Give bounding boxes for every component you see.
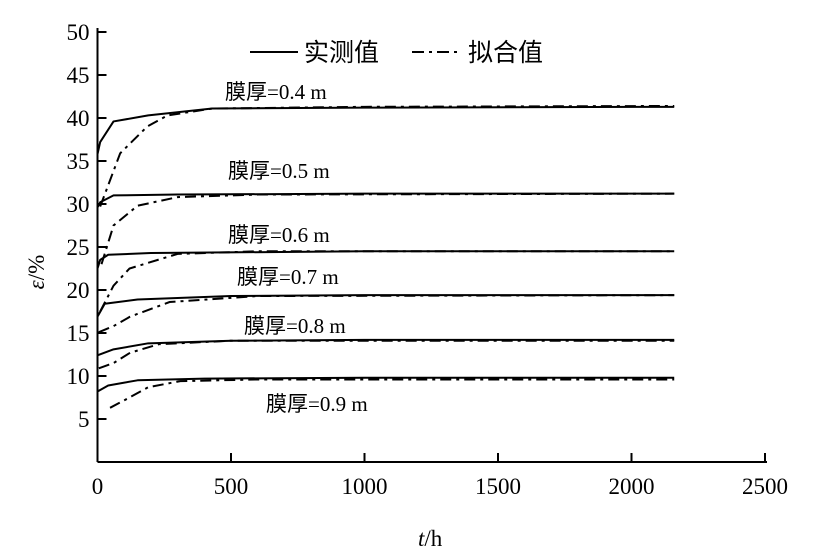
fitted-line-5 [98,339,675,370]
fitted-line-3 [99,250,675,312]
y-tick-label: 50 [67,20,90,45]
fitted-line-4 [98,294,675,334]
series-label: 膜厚=0.9 m [266,392,368,416]
measured-line-6 [97,376,675,393]
series-lines [96,104,675,409]
measured-line-2 [96,192,675,208]
y-tick-label: 40 [67,106,90,131]
fitted-line-6 [109,378,675,409]
y-tick-label: 25 [67,235,90,260]
measured-line-1 [96,105,675,155]
y-axis-label: ε/% [24,255,49,290]
fitted-line-1 [99,104,675,207]
y-tick-label: 35 [67,149,90,174]
x-tick-label: 2500 [742,474,788,499]
y-tick-label: 5 [78,407,90,432]
series-label: 膜厚=0.8 m [244,314,346,338]
x-tick-label: 2000 [609,474,655,499]
y-tick-label: 15 [67,321,90,346]
x-tick-label: 1500 [475,474,521,499]
series-label: 膜厚=0.5 m [228,159,330,183]
measured-line-3 [96,250,675,269]
legend: 实测值 拟合值 [250,39,543,67]
y-tick-label: 45 [67,63,90,88]
x-tick-label: 500 [214,474,249,499]
series-label: 膜厚=0.7 m [237,265,339,289]
x-tick-label: 0 [92,474,104,499]
y-tick-label: 20 [67,278,90,303]
fitted-line-2 [100,192,675,265]
legend-label-measured: 实测值 [304,39,379,67]
axes: 0 500 1000 1500 2000 2500 5 10 15 20 25 30 35 40 45 50 [67,20,789,499]
series-label: 膜厚=0.6 m [228,223,330,247]
legend-label-fitted: 拟合值 [468,39,543,67]
x-axis-label: t/h [418,526,443,550]
y-tick-label: 10 [67,364,90,389]
measured-line-4 [96,294,675,318]
series-label: 膜厚=0.4 m [225,80,327,104]
x-tick-label: 1000 [342,474,388,499]
y-tick-label: 30 [67,192,90,217]
series-labels: 膜厚=0.4 m 膜厚=0.5 m 膜厚=0.6 m 膜厚=0.7 m 膜厚=0.8 m… [225,80,368,416]
measured-line-5 [97,338,675,357]
